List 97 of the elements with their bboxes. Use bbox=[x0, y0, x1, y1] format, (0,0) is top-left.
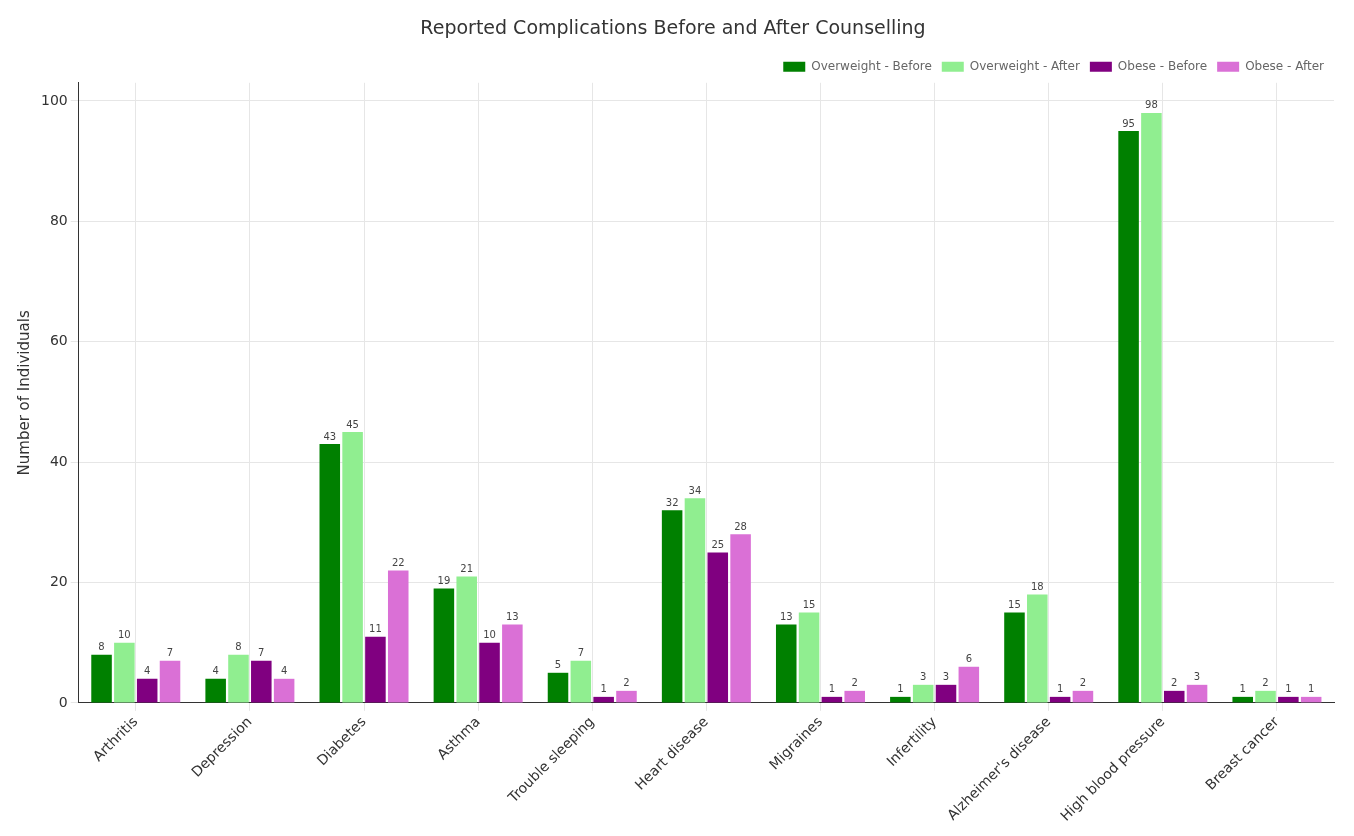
bar bbox=[1118, 130, 1139, 703]
y-tick-label: 100 bbox=[40, 91, 68, 108]
bar bbox=[159, 660, 181, 703]
data-label: 8 bbox=[235, 641, 242, 653]
data-label: 19 bbox=[437, 575, 451, 587]
data-label: 5 bbox=[554, 659, 562, 671]
bar bbox=[479, 642, 500, 703]
bar bbox=[114, 642, 135, 703]
data-label: 4 bbox=[144, 665, 151, 677]
data-label: 6 bbox=[965, 653, 973, 665]
data-label: 2 bbox=[1171, 677, 1178, 689]
data-label: 1 bbox=[600, 683, 607, 695]
data-label: 7 bbox=[577, 647, 585, 659]
bar bbox=[228, 654, 249, 703]
data-label: 25 bbox=[711, 538, 725, 550]
bar bbox=[91, 654, 112, 703]
data-label: 1 bbox=[1239, 683, 1246, 695]
bar bbox=[342, 431, 363, 703]
data-label: 45 bbox=[346, 418, 359, 430]
bar bbox=[844, 690, 865, 703]
bar bbox=[251, 660, 272, 703]
data-label: 1 bbox=[828, 683, 836, 695]
data-label: 7 bbox=[166, 647, 174, 659]
data-label: 3 bbox=[1193, 671, 1201, 683]
y-axis-title: Number of Individuals bbox=[14, 310, 33, 476]
y-tick-label: 20 bbox=[49, 573, 68, 590]
data-label: 4 bbox=[212, 665, 219, 677]
data-label: 2 bbox=[1079, 677, 1087, 689]
bar bbox=[387, 570, 409, 703]
bar bbox=[661, 510, 683, 703]
bar bbox=[593, 696, 614, 703]
bar bbox=[1278, 696, 1299, 703]
bar bbox=[935, 684, 957, 703]
data-label: 13 bbox=[779, 611, 793, 623]
data-label: 10 bbox=[483, 629, 496, 641]
legend-label: Overweight - Before bbox=[811, 58, 932, 73]
y-tick-label: 60 bbox=[49, 332, 68, 349]
data-label: 10 bbox=[118, 629, 131, 641]
bar bbox=[1141, 112, 1162, 703]
bar bbox=[456, 576, 477, 703]
bar bbox=[912, 684, 934, 703]
data-label: 95 bbox=[1122, 117, 1135, 129]
bar bbox=[570, 660, 592, 703]
data-label: 7 bbox=[258, 647, 265, 659]
bar bbox=[1004, 612, 1025, 703]
data-label: 8 bbox=[98, 641, 105, 653]
legend-label: Obese - Before bbox=[1117, 58, 1208, 73]
data-label: 13 bbox=[506, 611, 519, 623]
legend-label: Overweight - After bbox=[969, 58, 1080, 73]
bar bbox=[1027, 594, 1048, 703]
data-label: 22 bbox=[391, 557, 405, 569]
bar bbox=[890, 696, 911, 703]
data-label: 34 bbox=[688, 484, 702, 496]
data-label: 2 bbox=[851, 677, 858, 689]
data-label: 32 bbox=[665, 496, 679, 508]
bar bbox=[1255, 690, 1276, 703]
bar bbox=[775, 624, 797, 703]
legend-label: Obese - After bbox=[1245, 58, 1325, 73]
data-label: 11 bbox=[369, 623, 382, 635]
data-label: 15 bbox=[1008, 599, 1021, 611]
bar bbox=[502, 624, 523, 703]
bar bbox=[684, 498, 706, 703]
data-label: 15 bbox=[802, 599, 816, 611]
data-label: 21 bbox=[460, 563, 474, 575]
bar bbox=[547, 672, 569, 703]
bar bbox=[365, 636, 386, 703]
bar bbox=[1186, 684, 1208, 703]
data-label: 4 bbox=[280, 665, 288, 677]
bar bbox=[616, 690, 637, 703]
bar bbox=[1232, 696, 1253, 703]
y-tick-label: 40 bbox=[49, 452, 68, 469]
data-label: 28 bbox=[734, 520, 747, 532]
data-label: 1 bbox=[1285, 683, 1292, 695]
bar bbox=[1163, 690, 1185, 703]
y-tick-label: 80 bbox=[49, 211, 68, 228]
bar bbox=[273, 678, 295, 703]
y-tick-label: 0 bbox=[58, 693, 68, 710]
bar bbox=[707, 552, 729, 703]
data-label: 3 bbox=[919, 671, 927, 683]
bar bbox=[205, 678, 226, 703]
data-label: 3 bbox=[942, 671, 950, 683]
data-label: 1 bbox=[1307, 683, 1315, 695]
data-label: 2 bbox=[623, 677, 630, 689]
bar bbox=[433, 588, 455, 703]
bar bbox=[730, 534, 751, 703]
bar bbox=[1072, 690, 1094, 703]
data-label: 18 bbox=[1030, 581, 1044, 593]
data-label: 1 bbox=[897, 683, 904, 695]
bar bbox=[798, 612, 820, 703]
data-label: 2 bbox=[1262, 677, 1269, 689]
bar bbox=[136, 678, 158, 703]
chart-title: Reported Complications Before and After Counselling bbox=[420, 16, 926, 39]
data-label: 98 bbox=[1145, 99, 1158, 111]
data-label: 1 bbox=[1056, 683, 1064, 695]
bar bbox=[319, 444, 341, 703]
data-label: 43 bbox=[323, 430, 337, 442]
bar bbox=[958, 666, 980, 703]
